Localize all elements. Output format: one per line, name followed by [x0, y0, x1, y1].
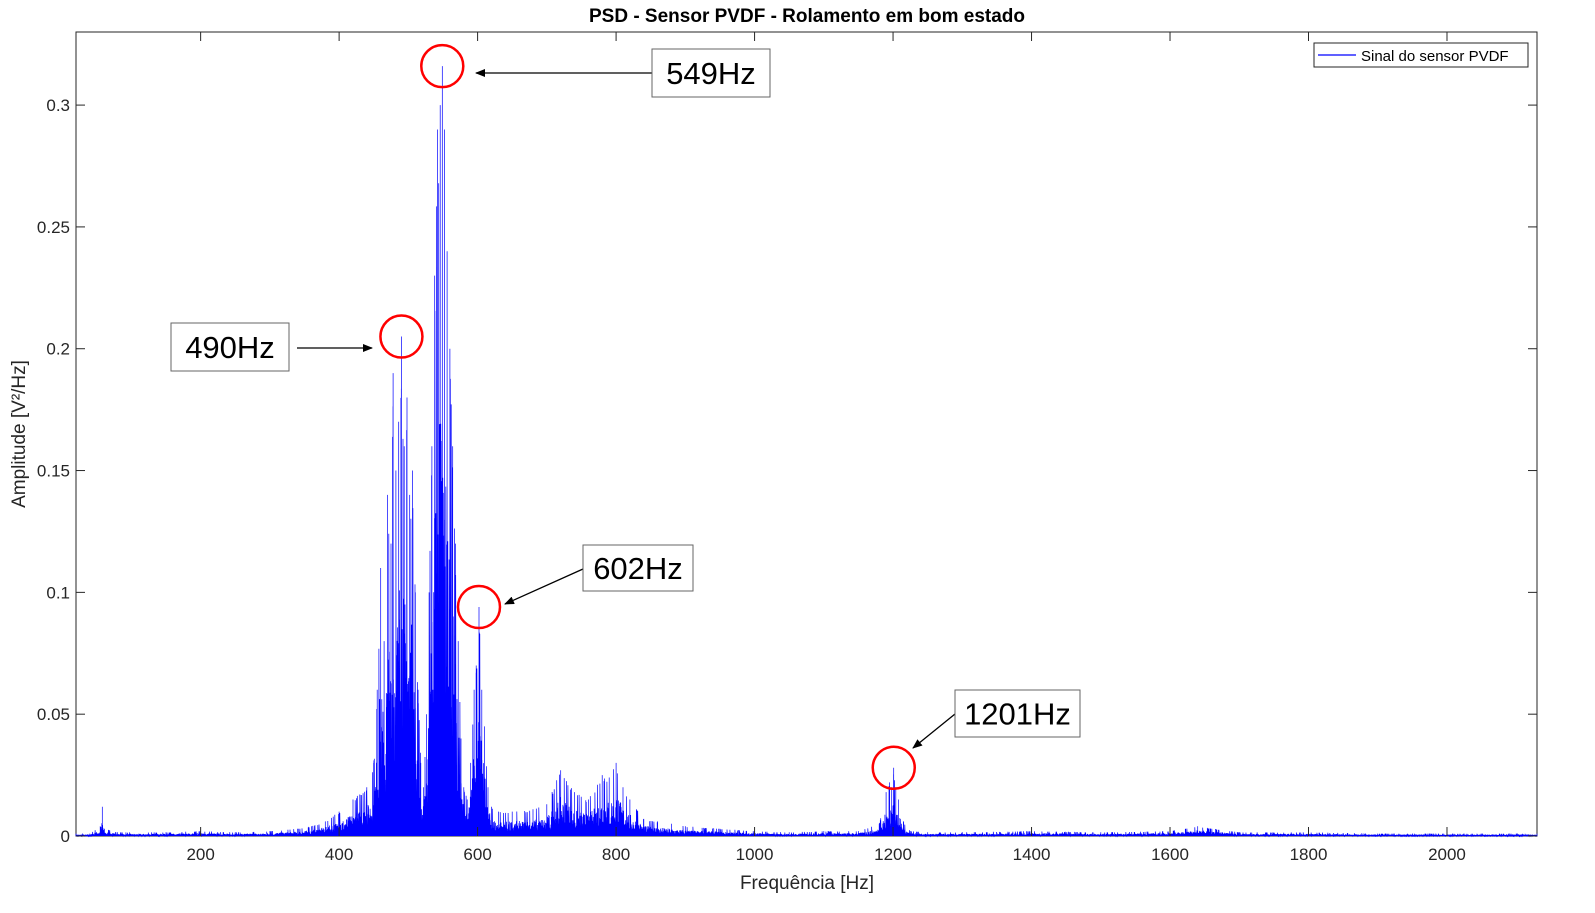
annotation-arrow — [504, 568, 584, 605]
plot-area — [75, 31, 1538, 837]
x-tick-label: 2000 — [1428, 845, 1466, 864]
annotation-circle — [456, 584, 502, 630]
annotation-label: 490Hz — [185, 330, 275, 365]
y-tick-label: 0.15 — [37, 462, 70, 481]
x-tick-label: 800 — [602, 845, 630, 864]
annotation-label: 1201Hz — [964, 697, 1071, 732]
annotation-box — [170, 322, 290, 372]
y-tick-label: 0.3 — [46, 96, 70, 115]
x-tick-label: 200 — [186, 845, 214, 864]
annotation-circle — [379, 314, 424, 359]
x-tick-label: 400 — [325, 845, 353, 864]
annotation-layer: 549Hz 490Hz 602Hz 1201Hz — [170, 43, 1081, 791]
annotation-circle — [420, 43, 465, 89]
y-tick-label: 0.05 — [37, 705, 70, 724]
x-tick-label: 600 — [463, 845, 491, 864]
annotation-box — [651, 48, 771, 98]
x-axis-label: Frequência [Hz] — [740, 873, 874, 894]
plot-frame — [75, 31, 1538, 837]
x-tick-label: 1800 — [1290, 845, 1328, 864]
y-axis-label: Amplitude [V²/Hz] — [9, 360, 30, 508]
x-tick-label: 1200 — [874, 845, 912, 864]
chart-title: PSD - Sensor PVDF - Rolamento em bom est… — [589, 6, 1025, 27]
legend: Sinal do sensor PVDF — [1313, 42, 1529, 68]
annotation-arrow — [912, 713, 956, 749]
y-tick-label: 0.25 — [37, 218, 70, 237]
series-layer — [75, 66, 1538, 838]
x-tick-label: 1400 — [1013, 845, 1051, 864]
annotation-circle — [871, 745, 916, 791]
annotation-label: 549Hz — [666, 56, 756, 91]
series-line — [75, 66, 1538, 838]
ticks-layer: 200 400 600 800 1000 1200 1400 1600 1800 2000 0 0.0… — [37, 32, 1537, 864]
x-tick-label: 1000 — [736, 845, 774, 864]
legend-label: Sinal do sensor PVDF — [1361, 48, 1509, 65]
y-tick-label: 0 — [61, 827, 70, 846]
y-tick-label: 0.2 — [46, 340, 70, 359]
x-tick-label: 1600 — [1151, 845, 1189, 864]
annotation-box — [954, 689, 1081, 738]
y-tick-label: 0.1 — [46, 583, 70, 602]
annotation-label: 602Hz — [593, 551, 683, 586]
annotation-box — [582, 544, 694, 592]
